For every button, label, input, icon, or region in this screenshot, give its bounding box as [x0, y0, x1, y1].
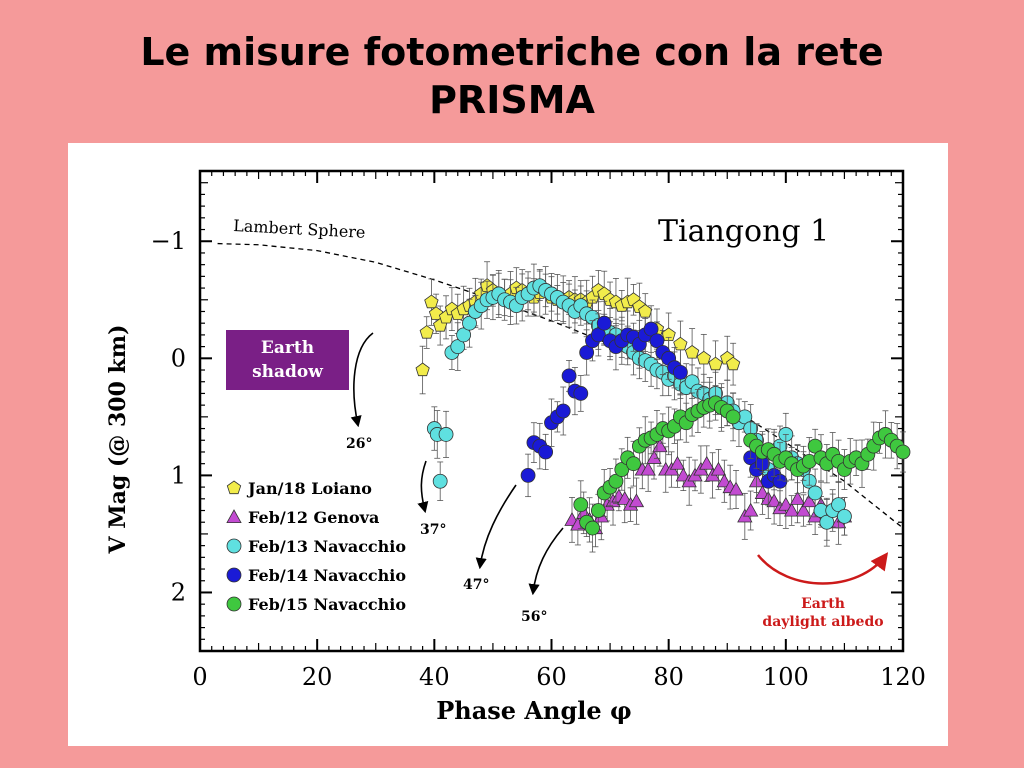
data-point [585, 520, 600, 536]
x-tick-label: 60 [536, 663, 567, 691]
data-point [608, 473, 624, 489]
legend-marker [226, 509, 242, 524]
data-point [684, 345, 700, 359]
albedo-arrow [757, 552, 889, 585]
angle-56-label: 56° [521, 609, 547, 625]
plot-layer: 0 20 40 60 80 100 120 −1 0 1 2 Jan/18 Loiano Feb/12 … [151, 169, 926, 691]
data-point [555, 403, 571, 419]
data-point [673, 336, 688, 351]
data-point [743, 502, 759, 517]
annotation-arrow [528, 527, 564, 596]
data-point [649, 333, 665, 349]
data-point [784, 502, 800, 517]
y-tick-label: −1 [151, 227, 186, 255]
data-point [438, 427, 454, 442]
data-point [710, 461, 727, 476]
data-point [696, 350, 711, 365]
y-tick-label: 1 [171, 461, 186, 489]
data-point [626, 456, 641, 472]
data-point [807, 438, 823, 454]
legend: Jan/18 Loiano Feb/12 Genova Feb/13 Navacch… [226, 479, 406, 614]
data-point [672, 364, 688, 380]
data-point [520, 467, 536, 483]
data-point [579, 345, 595, 360]
legend-marker [226, 596, 242, 612]
annotation-arrow [417, 460, 429, 514]
data-point [561, 368, 577, 384]
data-point [728, 481, 744, 496]
angle-37-label: 37° [420, 522, 446, 538]
data-point [456, 327, 472, 343]
data-point [789, 490, 806, 505]
earth-shadow-label-2: shadow [252, 362, 323, 382]
angle-26-label: 26° [346, 436, 372, 452]
data-point [708, 356, 723, 371]
chart-title: Tiangong 1 [658, 214, 829, 249]
x-tick-label: 80 [653, 663, 684, 691]
y-tick-label: 0 [171, 344, 186, 372]
data-point [699, 455, 715, 470]
phase-angle-chart: 0 20 40 60 80 100 120 −1 0 1 2 Jan/18 Loiano Feb/12 … [105, 169, 926, 725]
data-point [462, 315, 477, 331]
data-point [573, 386, 589, 401]
angle-47-label: 47° [463, 577, 489, 593]
data-point [432, 473, 448, 489]
series-4 [573, 381, 911, 553]
data-point [424, 294, 439, 309]
data-point [646, 450, 662, 464]
legend-marker [226, 480, 242, 495]
y-axis-label: V Mag (@ 300 km) [105, 325, 131, 555]
data-point [726, 356, 741, 371]
data-point [831, 497, 846, 513]
data-point [669, 455, 686, 470]
data-point [640, 461, 656, 476]
legend-label: Feb/14 Navacchio [248, 566, 406, 585]
x-tick-label: 40 [419, 663, 450, 691]
data-point [801, 493, 817, 508]
x-axis-label: Phase Angle φ [436, 696, 632, 725]
data-point [450, 339, 466, 355]
y-tick-label: 2 [171, 578, 186, 606]
slide-title-line-1: Le misure fotometriche con la rete [140, 30, 884, 74]
lambert-sphere-label: Lambert Sphere [233, 216, 366, 242]
data-point [837, 508, 852, 524]
chart-figure: 0 20 40 60 80 100 120 −1 0 1 2 Jan/18 Loiano Feb/12 … [68, 143, 948, 746]
data-point [419, 325, 434, 339]
data-point [766, 493, 782, 508]
legend-label: Feb/13 Navacchio [248, 537, 406, 556]
x-tick-label: 20 [302, 663, 333, 691]
data-point [795, 502, 812, 517]
data-point [590, 327, 606, 343]
earth-shadow-label-1: Earth [260, 338, 315, 358]
data-point [652, 438, 668, 453]
data-point [643, 321, 659, 337]
x-tick-label: 0 [192, 663, 207, 691]
earth-albedo-label-2: daylight albedo [762, 614, 883, 630]
legend-marker [226, 538, 242, 554]
earth-shadow-box: Earth shadow [226, 330, 349, 390]
data-point [415, 362, 430, 377]
data-point [590, 503, 606, 518]
slide-title: Le misure fotometriche con la rete PRISM… [0, 28, 1024, 124]
legend-marker [226, 567, 242, 583]
x-tick-label: 100 [763, 663, 809, 691]
data-point [573, 497, 589, 513]
legend-label: Feb/15 Navacchio [248, 595, 406, 614]
data-point [895, 444, 911, 460]
legend-label: Feb/12 Genova [248, 508, 379, 527]
data-point [614, 462, 630, 477]
data-point [538, 444, 554, 460]
data-point [725, 409, 741, 425]
data-point [596, 315, 612, 331]
data-point [807, 485, 823, 501]
earth-albedo-label-1: Earth [801, 596, 845, 612]
data-point [628, 493, 645, 508]
annotation-arrow [350, 332, 374, 428]
slide-title-line-2: PRISMA [429, 78, 595, 122]
x-tick-label: 120 [880, 663, 926, 691]
series-3 [520, 300, 788, 506]
data-point [819, 514, 835, 530]
legend-label: Jan/18 Loiano [246, 479, 372, 498]
annotation-arrow [475, 484, 517, 570]
